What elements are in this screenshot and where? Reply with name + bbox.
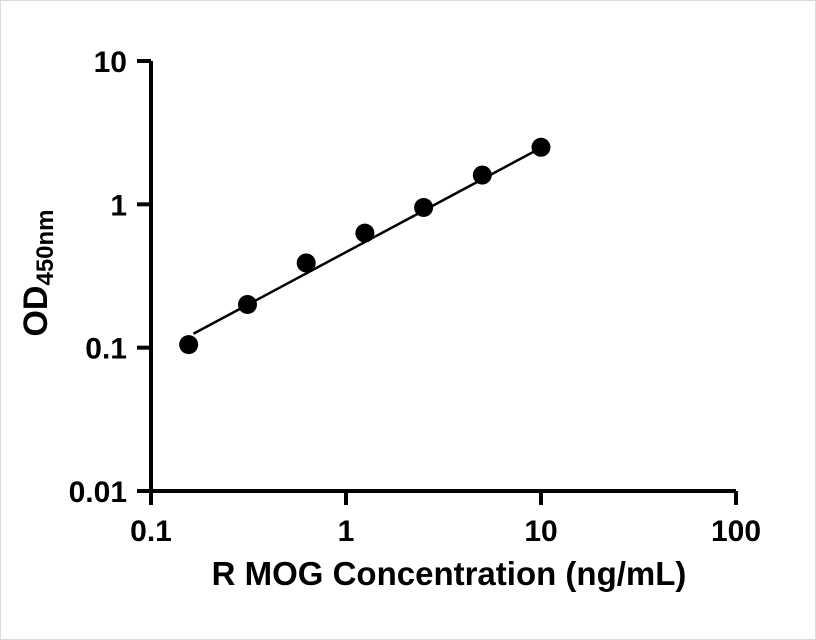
x-tick-label: 0.1 <box>130 515 172 548</box>
data-point <box>472 165 492 185</box>
axes <box>149 61 736 493</box>
data-point <box>237 295 257 315</box>
data-point <box>414 198 434 218</box>
tick-marks <box>137 59 738 505</box>
y-axis-label: OD450nm <box>17 209 59 336</box>
x-tick-label: 10 <box>524 515 557 548</box>
x-tick-label: 1 <box>338 515 355 548</box>
y-axis-label-subscript: 450nm <box>32 209 59 285</box>
data-point <box>179 335 199 355</box>
y-tick-label: 0.01 <box>69 476 127 509</box>
y-tick-label: 0.1 <box>85 333 127 366</box>
data-point <box>296 253 316 273</box>
y-tick-label: 10 <box>94 46 127 79</box>
x-axis-label: R MOG Concentration (ng/mL) <box>212 555 687 592</box>
y-axis-label-main: OD <box>17 286 55 337</box>
y-tick-label: 1 <box>110 189 127 222</box>
data-point <box>531 137 551 157</box>
data-series <box>179 137 551 355</box>
data-point <box>355 223 375 243</box>
x-tick-label: 100 <box>711 515 761 548</box>
